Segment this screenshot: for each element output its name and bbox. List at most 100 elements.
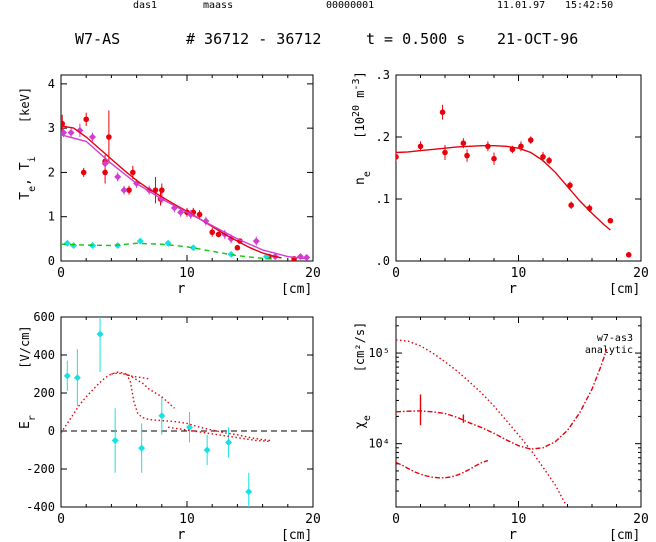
Te-point: [80, 169, 87, 176]
chi_analytic-line: [396, 339, 566, 504]
electric_field-ytick-label: 400: [33, 348, 55, 362]
shot-date: 21-OCT-96: [497, 30, 579, 48]
temperature-ytick-label: 4: [48, 77, 55, 91]
chi_e-xtick-label: 20: [633, 512, 649, 527]
Ti_fit-line: [61, 134, 307, 260]
header-user: das1: [133, 0, 158, 11]
electric_field-yunit: [V/cm]: [18, 325, 32, 368]
temperature-frame: [60, 74, 314, 262]
electric_field-xtick-label: 0: [57, 512, 65, 527]
Er_model-line: [61, 371, 175, 434]
Te-point: [61, 120, 66, 127]
ne-point: [460, 140, 467, 146]
chi_e-data: [396, 339, 608, 504]
Ti-point: [252, 237, 260, 245]
electric_field-panel: 0 10 20 -400 -200 0 200 400 600 r [cm] Er [V/cm]: [18, 310, 321, 542]
Te-point: [159, 187, 165, 193]
density-ytick-label: .0: [376, 254, 390, 268]
temperature-ytick-label: 3: [48, 121, 55, 135]
Te_fit-line: [61, 125, 282, 259]
electric_field-xtick-label: 20: [305, 512, 321, 527]
Te-point: [106, 134, 112, 140]
ne-point: [442, 149, 448, 156]
density-ytick-label: .1: [376, 192, 390, 206]
Ti-point: [114, 173, 122, 181]
electric_field-ytick-label: 0: [48, 424, 55, 438]
ne-point: [527, 137, 534, 143]
Ti_low-point: [189, 244, 197, 252]
header-program: maass: [203, 0, 234, 11]
density-xtick-label: 0: [392, 266, 400, 281]
Ti-point: [303, 253, 311, 261]
density-yunit: [1020 m-3]: [351, 71, 368, 138]
chi_e-annotation: analytic: [585, 345, 633, 356]
electric_field-ytick-label: 200: [33, 386, 55, 400]
Er_meas-point: [225, 438, 233, 446]
ne-point: [607, 217, 614, 224]
ne-point: [396, 154, 399, 160]
electric_field-frame: [60, 316, 314, 508]
electric_field-data: [61, 317, 271, 507]
chi_e-ylabel: χe: [353, 415, 373, 429]
Er_model_d-line: [167, 426, 269, 443]
electric_field-xlabel: r: [177, 527, 185, 542]
chi_exp-line: [396, 349, 608, 450]
ne-point: [540, 154, 546, 160]
temperature-xunit: [cm]: [281, 282, 312, 297]
Er_meas-point: [138, 444, 146, 452]
Ti-point: [120, 186, 128, 194]
ne-point: [439, 109, 446, 115]
device-title: W7-AS: [75, 30, 121, 48]
Te-point: [126, 187, 132, 193]
electric_field-ytick-label: 600: [33, 310, 55, 324]
Er_meas-point: [63, 372, 71, 380]
temperature-xtick-label: 20: [305, 266, 321, 281]
header-date: 11.01.97: [497, 0, 546, 11]
ne_fit-line: [396, 145, 611, 231]
Er_meas-point: [245, 488, 253, 496]
density-ytick-label: .2: [376, 130, 390, 144]
chi_e-xtick-label: 10: [511, 512, 527, 527]
Er_meas-point: [73, 374, 81, 382]
temperature-xtick-label: 0: [57, 266, 65, 281]
Er_meas-point: [158, 412, 166, 420]
Er_model_b-line: [125, 373, 271, 442]
density-xtick-label: 20: [633, 266, 649, 281]
Er_model_c-line: [111, 372, 150, 380]
temperature-ytick-label: 0: [48, 254, 55, 268]
temperature-ylabel: Te, Ti: [18, 156, 38, 199]
Te-point: [130, 169, 136, 176]
Ti_low-point: [70, 242, 78, 249]
density-xtick-label: 10: [511, 266, 527, 281]
density-ytick-label: .3: [376, 68, 390, 82]
chi_e-ytick-label: 10⁴: [368, 437, 390, 451]
temperature-ytick-label: 1: [48, 210, 55, 224]
page-header: das1 maass 00000001 11.01.97 15:42:50 W7…: [0, 0, 656, 60]
header-time: 15:42:50: [565, 0, 614, 11]
density-frame: [395, 74, 642, 262]
electric_field-xunit: [cm]: [281, 528, 312, 542]
chi_e-xunit: [cm]: [609, 528, 640, 542]
density-panel: 0 10 20 .0 .1 .2 .3 r [cm] ne [1020 m-3]: [351, 68, 649, 297]
chi_e-ytick-label: 10⁵: [368, 346, 390, 360]
temperature-panel: 0 10 20 0 1 2 3 4 r [cm] Te, Ti [keV]: [18, 74, 321, 297]
Te-point: [102, 169, 108, 176]
Ti-point: [89, 133, 96, 141]
Te-point: [196, 211, 203, 218]
chi_e-yunit: [cm²/s]: [353, 322, 367, 373]
ne-point: [518, 143, 524, 150]
density-data: [396, 104, 632, 258]
chi_e-xtick-label: 0: [392, 512, 400, 527]
temperature-xlabel: r: [177, 281, 185, 297]
header-id: 00000001: [326, 0, 375, 11]
ne-point: [568, 202, 574, 208]
Ti-point: [61, 129, 68, 137]
shot-label: # 36712 - 36712: [186, 30, 322, 48]
temperature-yunit: [keV]: [18, 87, 32, 123]
time-label: t = 0.500 s: [366, 30, 466, 48]
electric_field-xtick-label: 10: [179, 512, 195, 527]
Er_meas-point: [111, 437, 119, 444]
chi_inner-line: [396, 459, 489, 479]
